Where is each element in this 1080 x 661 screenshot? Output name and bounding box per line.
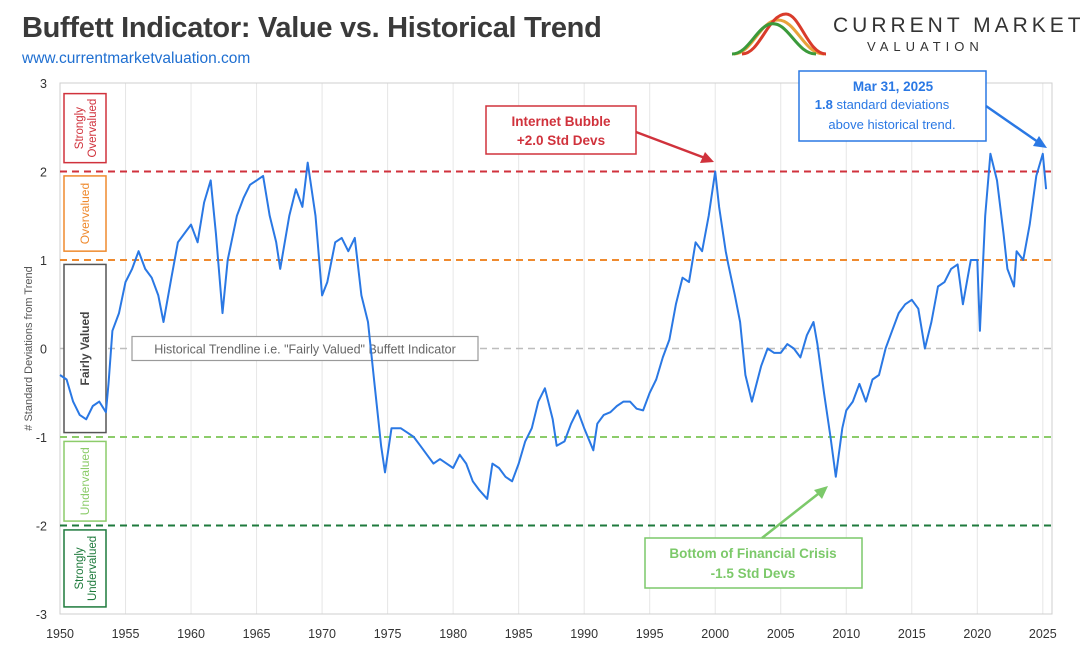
y-tick-1: 1 — [40, 254, 47, 268]
x-tick-1995: 1995 — [636, 627, 664, 641]
band-box-1 — [63, 175, 107, 252]
x-tick-1990: 1990 — [570, 627, 598, 641]
annotation-crisis-arrowhead — [814, 486, 828, 499]
y-tick--2: -2 — [36, 520, 47, 534]
x-tick-1985: 1985 — [505, 627, 533, 641]
x-tick-1950: 1950 — [46, 627, 74, 641]
band-box-3 — [63, 440, 107, 522]
x-tick-1955: 1955 — [112, 627, 140, 641]
annotation-bubble-line2: +2.0 Std Devs — [517, 133, 605, 148]
logo-wave-green — [731, 22, 817, 56]
band-box-4 — [63, 529, 107, 608]
x-tick-1960: 1960 — [177, 627, 205, 641]
annotation-current-arrowhead — [1033, 136, 1047, 148]
band-label-4-line2: Undervalued — [87, 536, 99, 601]
annotation-current-date: Mar 31, 2025 — [853, 79, 934, 94]
annotation-crisis-arrow — [761, 493, 819, 539]
annotation-bubble-box — [485, 105, 637, 155]
band-box-2 — [63, 263, 107, 434]
annotation-crisis-box — [644, 537, 863, 589]
site-url[interactable]: www.currentmarketvaluation.com — [22, 50, 251, 67]
band-label-0-line2: Overvalued — [87, 99, 99, 158]
band-label-0: StronglyOvervalued — [74, 99, 99, 158]
y-axis-label: # Standard Deviations from Trend — [23, 266, 35, 430]
x-tick-2010: 2010 — [832, 627, 860, 641]
annotation-crisis-line1: Bottom of Financial Crisis — [669, 546, 836, 561]
x-tick-1980: 1980 — [439, 627, 467, 641]
band-label-4-line1: Strongly — [74, 547, 86, 589]
annotation-current-arrow — [985, 104, 1039, 144]
y-tick--1: -1 — [36, 431, 47, 445]
buffett-indicator-line — [59, 152, 1048, 500]
logo-line1: CURRENT MARKET — [833, 14, 1080, 37]
x-tick-2005: 2005 — [767, 627, 795, 641]
brand-logo: CURRENT MARKET VALUATION — [730, 10, 1080, 60]
annotation-current-value: 1.8 — [815, 97, 837, 112]
annotation-current-line2-text: standard deviations — [836, 97, 949, 112]
y-tick-0: 0 — [40, 343, 47, 357]
annotation-bubble-line1: Internet Bubble — [511, 114, 610, 129]
x-tick-1975: 1975 — [374, 627, 402, 641]
annotation-current-line3: above historical trend. — [828, 117, 955, 132]
annotation-bubble-arrowhead — [700, 152, 714, 163]
logo-wave-red — [741, 12, 827, 56]
band-label-2: Fairly Valued — [78, 311, 92, 385]
band-box-0 — [63, 92, 107, 164]
x-tick-2015: 2015 — [898, 627, 926, 641]
band-label-4: StronglyUndervalued — [74, 536, 99, 601]
x-tick-1965: 1965 — [243, 627, 271, 641]
band-label-3: Undervalued — [78, 447, 92, 515]
x-tick-1970: 1970 — [308, 627, 336, 641]
y-tick-3: 3 — [40, 77, 47, 91]
annotation-bubble-arrow — [635, 130, 706, 160]
x-tick-2025: 2025 — [1029, 627, 1057, 641]
y-tick--3: -3 — [36, 608, 47, 622]
annotation-crisis-line2: -1.5 Std Devs — [711, 566, 796, 581]
logo-waves-icon — [731, 12, 827, 56]
trendline-label: Historical Trendline i.e. "Fairly Valued… — [154, 343, 456, 357]
y-tick-2: 2 — [40, 166, 47, 180]
band-label-0-line1: Strongly — [74, 107, 86, 149]
annotation-current-line2: 1.8 standard deviations — [815, 97, 950, 112]
logo-line2: VALUATION — [867, 39, 984, 54]
page-title: Buffett Indicator: Value vs. Historical … — [22, 12, 602, 44]
trendline-label-box — [131, 335, 479, 362]
x-tick-2000: 2000 — [701, 627, 729, 641]
x-tick-2020: 2020 — [963, 627, 991, 641]
band-label-1: Overvalued — [78, 183, 92, 244]
annotation-current-box — [798, 70, 987, 142]
